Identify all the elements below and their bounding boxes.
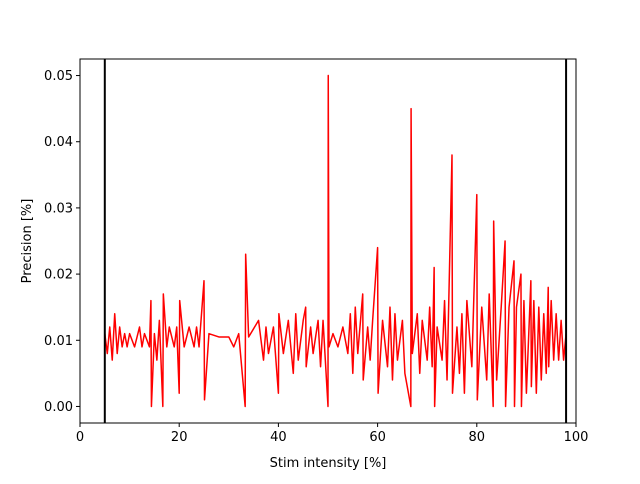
x-tick-label: 100	[564, 430, 589, 445]
y-tick-label: 0.02	[44, 268, 73, 283]
y-tick-label: 0.04	[44, 135, 73, 150]
data-line	[104, 74, 567, 408]
y-tick-label: 0.05	[44, 69, 73, 84]
x-tick-label: 60	[369, 430, 386, 445]
x-tick-label: 40	[270, 430, 287, 445]
x-axis-label: Stim intensity [%]	[270, 456, 387, 471]
plot-frame	[79, 58, 577, 424]
y-tick-label: 0.03	[44, 201, 73, 216]
y-tick-label: 0.00	[44, 400, 73, 415]
x-tick-label: 0	[76, 430, 84, 445]
x-tick-label: 80	[469, 430, 486, 445]
y-axis-label: Precision [%]	[20, 199, 35, 284]
x-tick-label: 20	[171, 430, 188, 445]
y-tick-label: 0.01	[44, 334, 73, 349]
